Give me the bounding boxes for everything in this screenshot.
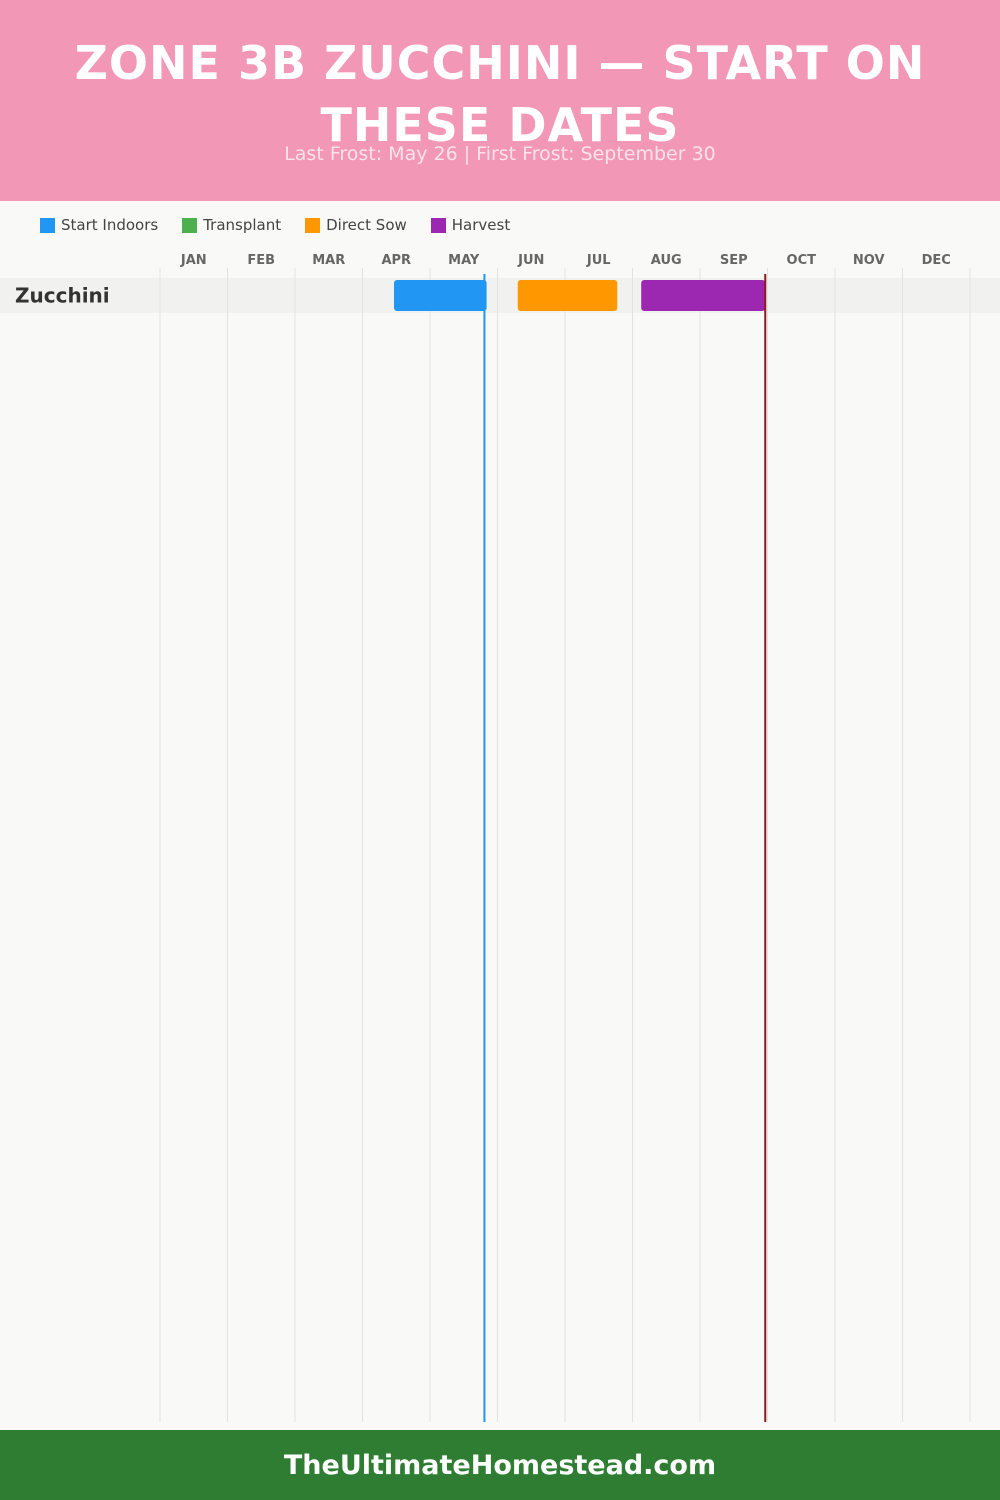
month-tick-label: APR (381, 253, 411, 268)
month-tick-label: FEB (247, 253, 275, 268)
legend-swatch (40, 217, 55, 233)
legend-item-start-indoors: Start Indoors (40, 216, 158, 234)
legend-item-transplant: Transplant (182, 216, 281, 234)
legend-swatch (182, 217, 198, 233)
month-tick-label: AUG (651, 253, 682, 268)
planting-calendar-chart: JAN FEB MAR APR MAY JUN JUL AUG SEP OCT NOV DEC Zucc… (0, 253, 1000, 1422)
month-tick-label: JUN (517, 253, 544, 268)
legend-item-harvest: Harvest (430, 216, 511, 234)
phase-bar-harvest (641, 280, 766, 311)
month-tick-label: OCT (787, 253, 817, 268)
site-name: TheUltimateHomestead.com (283, 1449, 717, 1481)
header-banner: Zone 3b Zucchini — Start on These Dates … (0, 0, 1000, 201)
month-tick-label: NOV (853, 253, 885, 268)
month-tick-label: DEC (922, 253, 951, 268)
legend-label: Start Indoors (61, 216, 159, 234)
legend-label: Harvest (451, 216, 511, 234)
footer-banner: TheUltimateHomestead.com (0, 1430, 1000, 1500)
frost-dates-subtitle: Last Frost: May 26 | First Frost: Septem… (284, 143, 716, 165)
legend-label: Transplant (203, 216, 282, 234)
month-tick-label: SEP (720, 253, 748, 268)
page-title: Zone 3b Zucchini — Start on These Dates (74, 36, 926, 152)
phase-bar-start-indoors (394, 280, 487, 311)
legend-item-direct-sow: Direct Sow (305, 216, 407, 234)
legend-label: Direct Sow (326, 216, 407, 234)
month-tick-label: MAY (448, 253, 480, 268)
month-tick-label: JUL (586, 253, 611, 268)
chart-legend: Start Indoors Transplant Direct Sow Harvest (40, 214, 534, 236)
month-tick-label: MAR (312, 253, 345, 268)
legend-swatch (305, 217, 321, 233)
month-tick-label: JAN (180, 253, 207, 268)
crop-row-label: Zucchini (15, 284, 110, 308)
legend-swatch (430, 217, 446, 233)
row-band (0, 278, 1000, 313)
phase-bar-direct-sow (517, 280, 618, 311)
